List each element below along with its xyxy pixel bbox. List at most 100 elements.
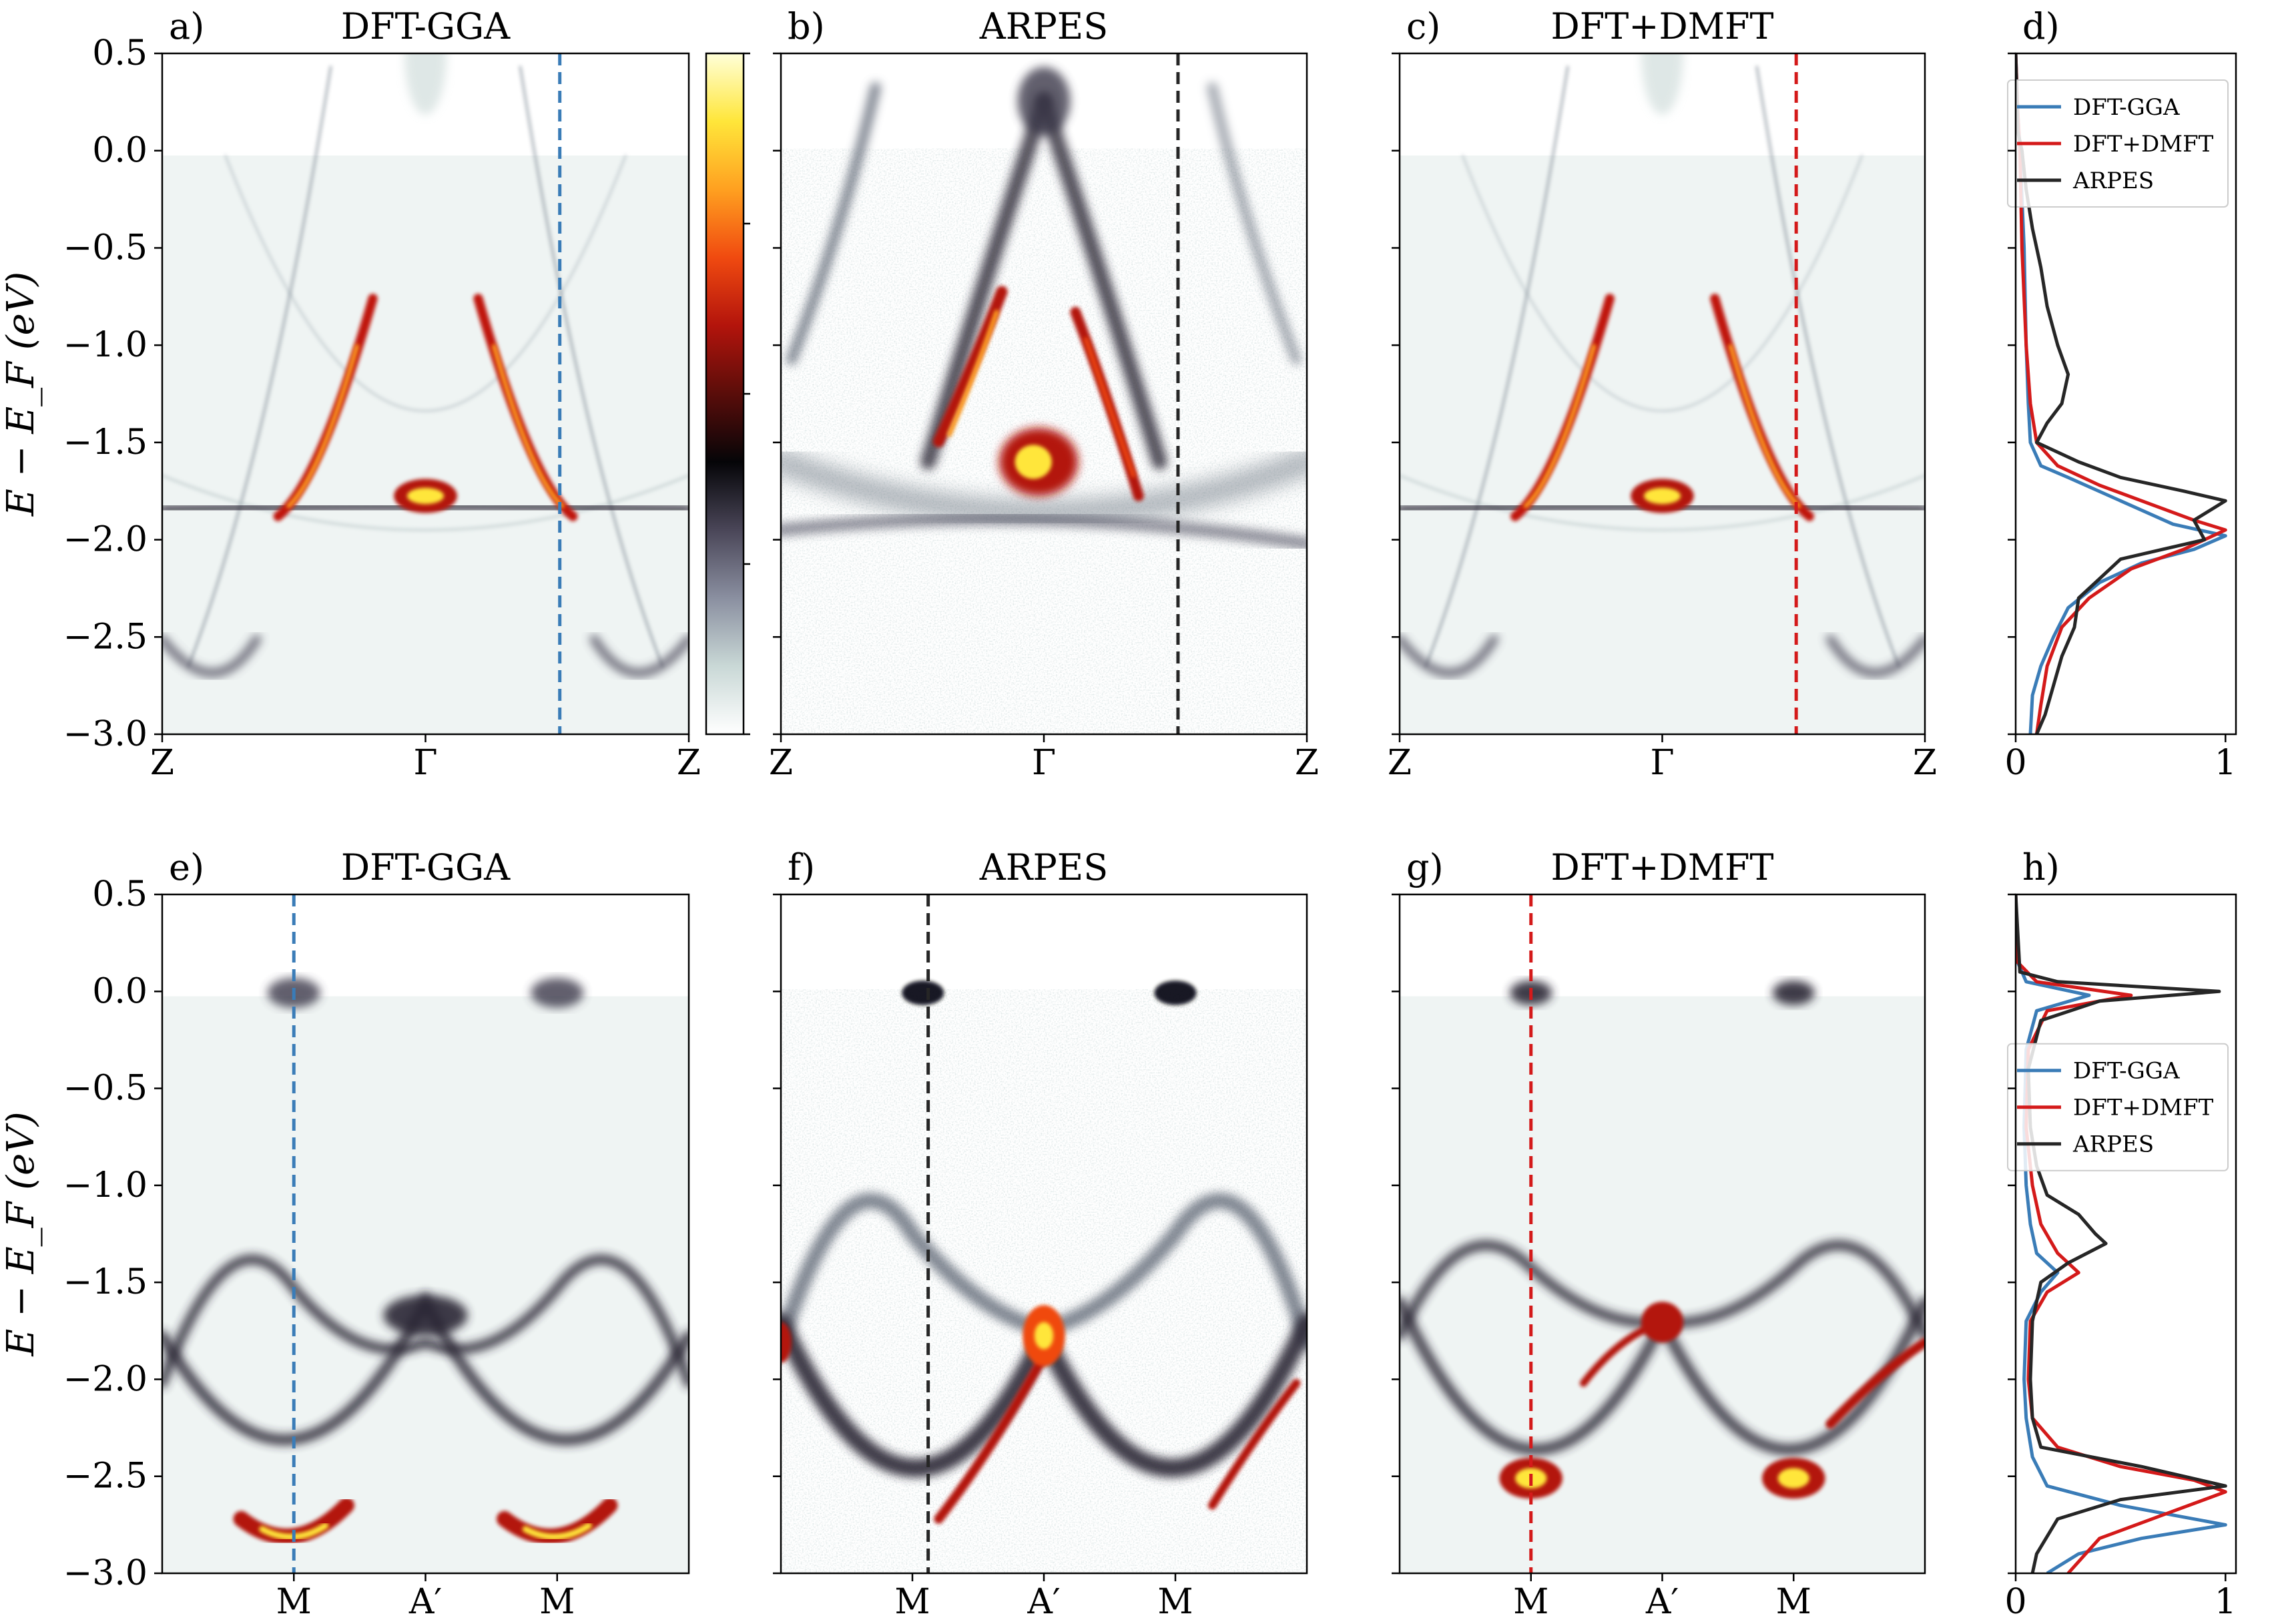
panel-h-label: h) [2022,846,2060,888]
panel-g-title: DFT+DMFT [1550,846,1773,888]
panel-b-label: b) [788,5,825,47]
panel-d-series-dft-gga [2016,53,2227,734]
panel-b-xtick-0: Z [769,743,793,783]
panel-a-xtick-2: Z [677,743,701,783]
panel-c-feature-13 [1641,53,1683,115]
panel-b-feature-12 [1017,67,1071,136]
panel-e-ytick-7: −3.0 [63,1553,148,1593]
panel-d-xtick-1: 1 [2215,743,2237,783]
panel-b-title: ARPES [979,5,1108,47]
panel-a-ytick-5: −2.0 [63,520,148,560]
panel-c: Z Γ Zc) DFT+DMFT [1388,5,1937,783]
panel-b-feature-5 [1036,93,1168,470]
panel-b-feature-11 [1015,445,1052,479]
panel-f: M A′ Mf) ARPES [773,846,1308,1622]
panel-b-feature-2 [786,82,881,365]
panel-a-label: a) [169,5,204,47]
panel-a-feature-0 [187,65,332,667]
panel-g-feature-8 [1641,1302,1683,1343]
panel-h-series-dft-dmft [2016,894,2227,1573]
panel-e-label: e) [169,846,204,888]
panel-b-feature-6 [932,286,1008,448]
panel-a-feature-3 [224,154,627,413]
panel-b-xtick-1: Γ [1032,743,1056,783]
panel-h-legend-0: DFT-GGA [2073,1058,2180,1085]
panel-f-feature-7 [902,981,944,1005]
panel-a-ytick-2: −0.5 [63,228,148,268]
panel-f-intensity [781,894,1307,1573]
panel-a-feature-9 [286,344,360,509]
panel-g-feature-7 [1777,1468,1809,1488]
panel-g: M A′ Mg) DFT+DMFT [1392,846,1926,1622]
panel-e-title: DFT-GGA [341,846,511,888]
panel-c-feature-12 [1643,487,1681,505]
panel-f-feature-3 [1207,1378,1301,1510]
panel-g-feature-3 [1825,1338,1925,1429]
panel-a-xtick-1: Γ [413,743,437,783]
panel-a-feature-5 [162,634,262,678]
panel-c-feature-0 [1424,65,1569,667]
panel-f-feature-2 [934,1351,1049,1524]
panel-c-label: c) [1406,5,1440,47]
panel-e-feature-0 [162,1255,689,1388]
panel-c-feature-6 [1826,634,1925,678]
panel-a-feature-6 [589,634,689,678]
panel-f-title: ARPES [979,846,1108,888]
panel-d-legend-0: DFT-GGA [2073,94,2180,121]
panel-g-feature-10 [1772,981,1815,1005]
panel-a-feature-2 [162,474,689,531]
panel-f-feature-8 [1154,981,1197,1005]
panel-e-ytick-6: −2.5 [63,1456,148,1497]
panel-a-ytick-1: 0.0 [92,131,148,171]
panel-g-label: g) [1406,846,1444,888]
panel-g-intensity [1400,894,1925,1573]
panel-c-intensity [1400,53,1925,734]
panel-c-feature-9 [1523,344,1597,509]
panel-a-ytick-0: 0.5 [92,33,148,73]
panel-a-xtick-0: Z [150,743,174,783]
panel-h: 0 1 DFT-GGA DFT+DMFT ARPES h) [2004,846,2237,1622]
panel-e-ytick-1: 0.0 [92,971,148,1011]
panel-d-series-arpes [2016,53,2227,734]
panel-e-ytick-4: −1.5 [63,1262,148,1302]
panel-e-feature-8 [383,1295,468,1336]
panel-c-xtick-2: Z [1913,743,1937,783]
panel-b: Z Γ Zb) ARPES [769,5,1319,783]
panel-e-xtick-1: A′ [408,1582,442,1622]
panel-g-xtick-0: M [1513,1582,1548,1622]
panel-b-intensity [781,53,1307,734]
panel-h-xtick-1: 1 [2215,1582,2237,1622]
panel-d-legend: DFT-GGA DFT+DMFT ARPES [2007,79,2229,208]
panel-a-feature-10 [491,344,565,509]
panel-d: 0 1 DFT-GGA DFT+DMFT ARPES d) [2004,5,2237,783]
panel-f-xtick-1: A′ [1027,1582,1060,1622]
panel-h-xtick-0: 0 [2004,1582,2026,1622]
panel-c-title: DFT+DMFT [1550,5,1773,47]
panel-e-xtick-0: M [276,1582,312,1622]
panel-h-series-dft-gga [2016,894,2227,1573]
panel-f-xtick-0: M [894,1582,930,1622]
panel-f-label: f) [788,846,815,888]
panel-h-legend-1: DFT+DMFT [2073,1095,2214,1121]
panel-e: M A′ M 0.5 0.0 −0.5 −1.0 −1.5 −2.0 −2.5 −3.0 e) DFT-… [63,846,690,1622]
panel-c-feature-1 [1755,65,1900,667]
panel-c-feature-5 [1400,634,1498,678]
panel-b-feature-1 [781,512,1307,551]
panel-a-ytick-4: −1.5 [63,423,148,463]
panel-c-feature-10 [1728,344,1801,509]
panel-a-feature-12 [406,487,445,505]
panel-a: Z Γ Z 0.5 0.0 −0.5 −1.0 −1.5 −2.0 −2.5 −3.0 a) DFT-G… [63,5,701,783]
panel-a-title: DFT-GGA [341,5,511,47]
panel-e-feature-7 [531,978,584,1008]
panel-e-feature-5 [522,1523,592,1541]
panel-d-legend-1: DFT+DMFT [2073,131,2214,158]
panel-d-lines [2016,53,2227,734]
panel-e-ytick-0: 0.5 [92,874,148,914]
panel-c-feature-2 [1400,474,1925,531]
panel-g-xtick-2: M [1776,1582,1811,1622]
panel-h-series-arpes [2016,894,2227,1573]
panel-a-feature-1 [519,65,664,667]
panel-b-xtick-2: Z [1295,743,1319,783]
panel-b-feature-3 [1207,82,1302,365]
